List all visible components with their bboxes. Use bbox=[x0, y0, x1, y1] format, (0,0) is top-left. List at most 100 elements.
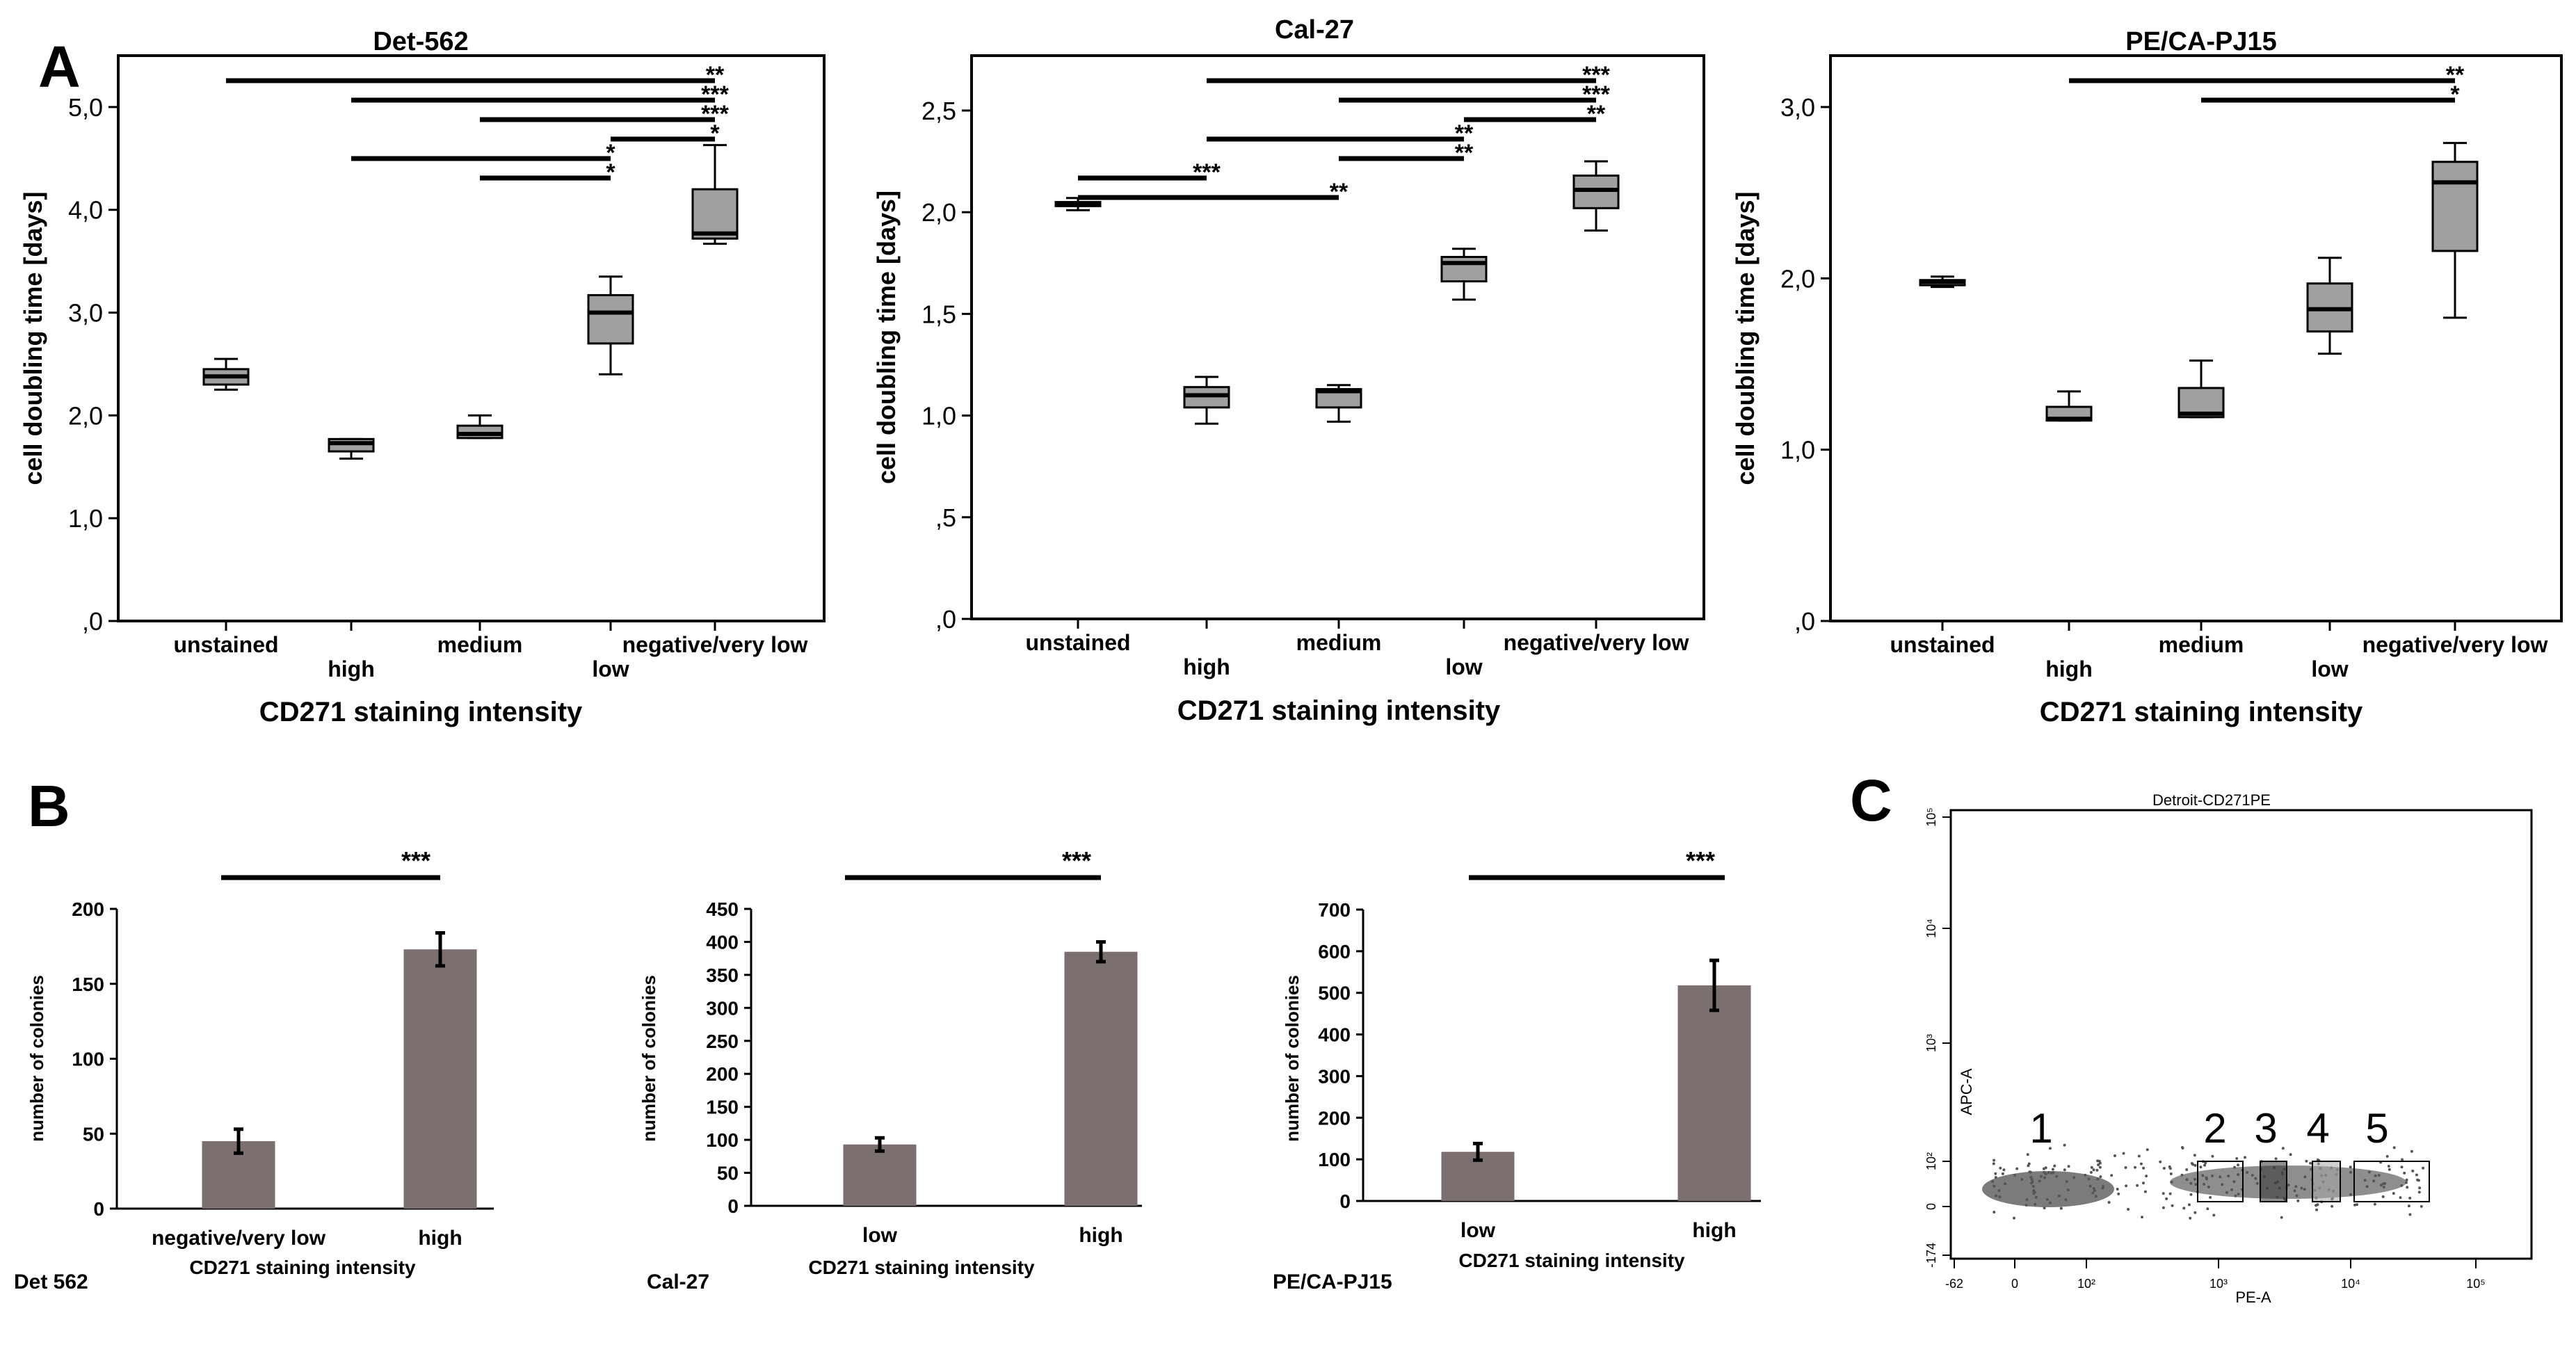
event-dot bbox=[2002, 1168, 2006, 1172]
population-cloud bbox=[2170, 1165, 2406, 1199]
bar bbox=[403, 949, 477, 1209]
event-dot bbox=[2221, 1183, 2224, 1186]
event-dot bbox=[2244, 1156, 2246, 1159]
y-axis-label: cell doubling time [days] bbox=[19, 191, 47, 485]
x-tick-label: -62 bbox=[1945, 1277, 1963, 1291]
chart-title: Detroit-CD271PE bbox=[2152, 791, 2271, 809]
significance-label: ** bbox=[1587, 101, 1606, 127]
y-tick-label: 3,0 bbox=[68, 299, 103, 328]
event-dot bbox=[2165, 1197, 2168, 1200]
y-tick-label: 5,0 bbox=[68, 93, 103, 122]
event-dot bbox=[2392, 1192, 2395, 1195]
box bbox=[2431, 161, 2479, 252]
event-dot bbox=[2383, 1181, 2387, 1185]
y-tick-label: 10⁵ bbox=[1924, 807, 1938, 826]
y-tick-label: ,0 bbox=[1794, 607, 1815, 636]
chart-det562-colonies: 0 50 100 150 200 number of colonies negative/v… bbox=[14, 846, 494, 1293]
event-dot bbox=[2387, 1165, 2390, 1168]
event-dot bbox=[2349, 1165, 2352, 1169]
y-tick-label: 500 bbox=[1318, 983, 1351, 1004]
event-dot bbox=[2088, 1184, 2092, 1188]
chart-pecapj15-doubling: PE/CA-PJ15 ,0 1,0 2,0 3,0 cell doubling time … bbox=[1731, 27, 2563, 727]
gate-label: 4 bbox=[2306, 1105, 2329, 1152]
event-dot bbox=[2305, 1159, 2308, 1163]
event-dot bbox=[2230, 1188, 2234, 1191]
y-tick-label: 2,0 bbox=[68, 401, 103, 430]
y-tick-label: ,0 bbox=[935, 605, 956, 634]
event-dot bbox=[2072, 1176, 2076, 1179]
significance-label: ** bbox=[1455, 120, 1474, 147]
y-axis-label: cell doubling time [days] bbox=[872, 191, 901, 484]
y-tick-label: 100 bbox=[706, 1129, 739, 1151]
event-dot bbox=[2137, 1154, 2141, 1158]
x-tick-label: high bbox=[2045, 656, 2093, 681]
event-dot bbox=[2187, 1203, 2191, 1207]
y-tick-label: 400 bbox=[706, 931, 739, 953]
event-dot bbox=[2379, 1184, 2383, 1187]
significance-label: *** bbox=[701, 81, 729, 108]
event-dot bbox=[2004, 1182, 2006, 1186]
event-dot bbox=[2170, 1180, 2173, 1184]
event-dot bbox=[2315, 1208, 2319, 1211]
chart-title: Cal-27 bbox=[1275, 15, 1354, 45]
x-tick-label: unstained bbox=[173, 632, 278, 657]
chart-title: PE/CA-PJ15 bbox=[2125, 27, 2277, 56]
event-dot bbox=[2142, 1166, 2146, 1170]
event-dot bbox=[2408, 1196, 2412, 1200]
event-dot bbox=[2043, 1170, 2046, 1174]
event-dot bbox=[2048, 1201, 2052, 1204]
event-dot bbox=[2059, 1207, 2063, 1210]
event-dot bbox=[2211, 1154, 2214, 1158]
event-dot bbox=[2193, 1211, 2197, 1214]
event-dot bbox=[2377, 1174, 2381, 1177]
event-dot bbox=[2044, 1166, 2047, 1170]
event-dot bbox=[2034, 1202, 2037, 1206]
event-dot bbox=[2142, 1181, 2145, 1185]
y-tick-label: 3,0 bbox=[1780, 93, 1815, 122]
event-dot bbox=[2407, 1204, 2410, 1208]
event-dot bbox=[2063, 1143, 2066, 1147]
event-dot bbox=[2373, 1202, 2376, 1206]
chart-det562-doubling: Det-562 ,0 1,0 2,0 3,0 4,0 5,0 cell doubling ti… bbox=[19, 27, 826, 727]
event-dot bbox=[2356, 1203, 2358, 1207]
panel-label-a: A bbox=[38, 34, 81, 99]
bar bbox=[843, 1144, 917, 1206]
y-tick-label: 100 bbox=[72, 1049, 104, 1070]
event-dot bbox=[1992, 1162, 1995, 1165]
event-dot bbox=[2125, 1184, 2128, 1188]
significance-label: *** bbox=[701, 101, 729, 127]
event-dot bbox=[2206, 1207, 2209, 1211]
y-tick-label: 2,5 bbox=[921, 97, 956, 125]
y-axis-label: APC-A bbox=[1958, 1068, 1975, 1115]
event-dot bbox=[2363, 1179, 2367, 1182]
event-dot bbox=[2417, 1191, 2421, 1194]
event-dot bbox=[2024, 1204, 2028, 1207]
event-dot bbox=[2418, 1186, 2422, 1190]
x-tick-label: medium bbox=[1296, 630, 1382, 655]
event-dot bbox=[2194, 1183, 2198, 1186]
event-dot bbox=[2099, 1175, 2102, 1179]
event-dot bbox=[2044, 1172, 2047, 1176]
box bbox=[691, 188, 739, 240]
event-dot bbox=[2405, 1178, 2408, 1181]
event-dot bbox=[2090, 1165, 2093, 1169]
event-dot bbox=[2400, 1165, 2404, 1169]
y-tick-label: 1,0 bbox=[1780, 436, 1815, 465]
event-dot bbox=[2287, 1184, 2290, 1187]
event-dot bbox=[2030, 1178, 2034, 1181]
y-tick-label: 300 bbox=[1318, 1065, 1351, 1087]
event-dot bbox=[2254, 1177, 2257, 1180]
event-dot bbox=[2199, 1165, 2203, 1169]
event-dot bbox=[2025, 1198, 2029, 1202]
gate-rect bbox=[2260, 1161, 2287, 1202]
y-tick-label: 10² bbox=[1924, 1152, 1938, 1170]
event-dot bbox=[2045, 1197, 2049, 1201]
chart-cal27-doubling: Cal-27 ,0 ,5 1,0 1,5 2,0 2,5 cell doubling time… bbox=[872, 15, 1705, 726]
event-dot bbox=[2169, 1172, 2173, 1175]
event-dot bbox=[2168, 1192, 2172, 1195]
x-axis-label: CD271 staining intensity bbox=[1177, 695, 1501, 726]
event-dot bbox=[1993, 1159, 1996, 1162]
bar bbox=[1677, 985, 1751, 1201]
event-dot bbox=[2031, 1184, 2035, 1188]
y-tick-label: 300 bbox=[706, 997, 739, 1019]
